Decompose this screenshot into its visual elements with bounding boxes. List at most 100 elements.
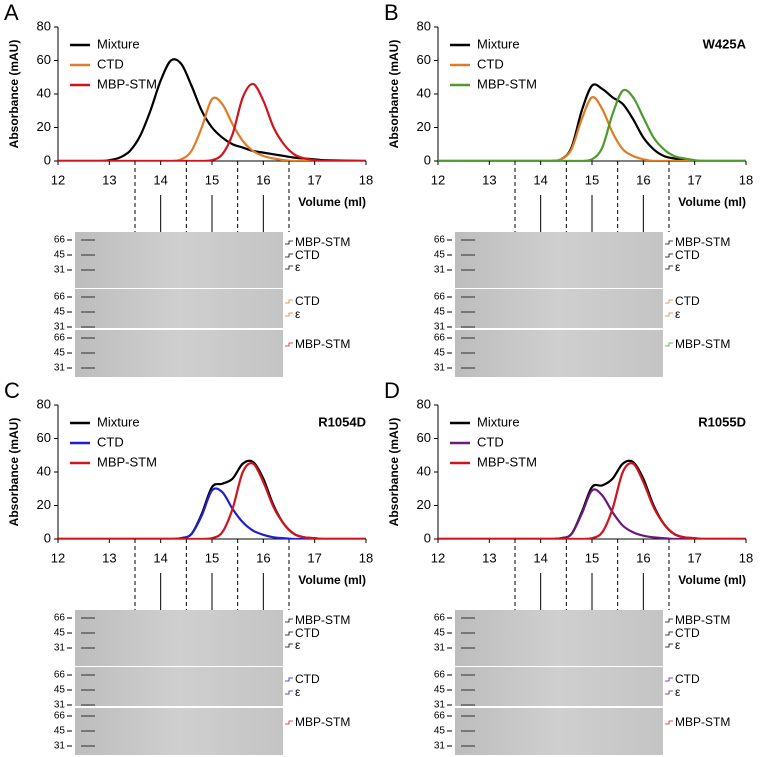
ladder-band [81,704,95,706]
x-axis-label: Volume (ml) [298,573,366,587]
ladder-band [81,311,95,313]
x-tick-label: 12 [431,550,445,565]
gel-strip [75,667,283,706]
x-tick-label: 13 [482,172,496,187]
y-tick-label: 60 [417,430,431,445]
x-tick-label: 13 [102,172,116,187]
x-tick-label: 18 [739,550,753,565]
y-axis-label: Absorbance (mAU) [387,40,401,149]
gel-strip [75,232,283,288]
band-label: MBP-STM [295,613,350,627]
ladder-band [81,326,95,328]
series-line [58,462,366,539]
mw-label: 45 [434,348,446,359]
ladder-band [81,352,95,354]
mw-label: 31 [434,643,446,654]
band-bracket [285,631,293,636]
ladder-band [81,632,95,634]
ladder-band [461,715,475,717]
y-tick-label: 60 [37,430,51,445]
band-bracket [285,690,293,695]
y-axis-label: Absorbance (mAU) [7,40,21,149]
ladder-band [461,367,475,369]
series-line [58,96,366,161]
band-bracket [665,631,673,636]
band-bracket [285,240,293,245]
mw-label: 66 [434,670,446,681]
gel-strip [455,708,663,755]
x-tick-label: 12 [51,172,65,187]
band-bracket [285,265,293,270]
gel-strip [455,232,663,288]
band-label: MBP-STM [295,715,350,729]
band-bracket [285,618,293,623]
band-bracket [285,720,293,725]
ladder-band [81,296,95,298]
y-tick-label: 80 [417,396,431,411]
y-tick-label: 80 [37,18,51,33]
x-tick-label: 16 [256,550,270,565]
legend-label: MBP-STM [477,76,537,91]
series-line [58,82,366,161]
legend-label: CTD [97,56,124,71]
legend-label: CTD [97,434,124,449]
series-line [58,459,366,539]
ladder-band [81,337,95,339]
ladder-band [461,269,475,271]
band-label: ε [675,260,681,274]
band-label: CTD [295,672,320,686]
x-tick-label: 17 [687,172,701,187]
mw-label: 45 [434,307,446,318]
band-label: CTD [675,248,700,262]
ladder-band [81,730,95,732]
ladder-band [81,715,95,717]
ladder-band [81,239,95,241]
mw-label: 66 [54,235,66,246]
ladder-band [81,254,95,256]
band-bracket [665,720,673,725]
mw-label: 66 [54,613,66,624]
ladder-band [461,239,475,241]
mw-label: 31 [54,265,66,276]
ladder-band [461,617,475,619]
band-label: CTD [295,626,320,640]
mw-label: 45 [434,685,446,696]
mw-label: 31 [54,322,66,333]
ladder-band [81,269,95,271]
ladder-band [461,745,475,747]
x-tick-label: 15 [585,172,599,187]
band-label: MBP-STM [295,337,350,351]
mw-label: 31 [434,700,446,711]
band-bracket [285,299,293,304]
panel-label: D [384,378,400,403]
band-bracket [665,677,673,682]
legend-label: CTD [477,434,504,449]
mw-label: 31 [434,363,446,374]
mw-label: 45 [54,348,66,359]
x-tick-label: 14 [533,172,547,187]
series-line [438,83,746,161]
ladder-band [461,352,475,354]
x-tick-label: 13 [482,550,496,565]
mw-label: 66 [434,613,446,624]
band-bracket [285,253,293,258]
x-tick-label: 12 [51,550,65,565]
x-axis-label: Volume (ml) [678,573,746,587]
gel-strip [455,330,663,377]
gel-strip [75,289,283,328]
gel-strip [455,610,663,666]
y-tick-label: 40 [37,85,51,100]
mw-label: 31 [434,265,446,276]
x-tick-label: 17 [307,550,321,565]
ladder-band [461,311,475,313]
mw-label: 31 [54,700,66,711]
panel-label: B [384,0,399,25]
annotation: R1055D [698,414,746,429]
mw-label: 66 [54,333,66,344]
mw-label: 45 [434,628,446,639]
y-tick-label: 20 [37,119,51,134]
band-bracket [665,342,673,347]
ladder-band [461,689,475,691]
legend-label: Mixture [97,36,140,51]
